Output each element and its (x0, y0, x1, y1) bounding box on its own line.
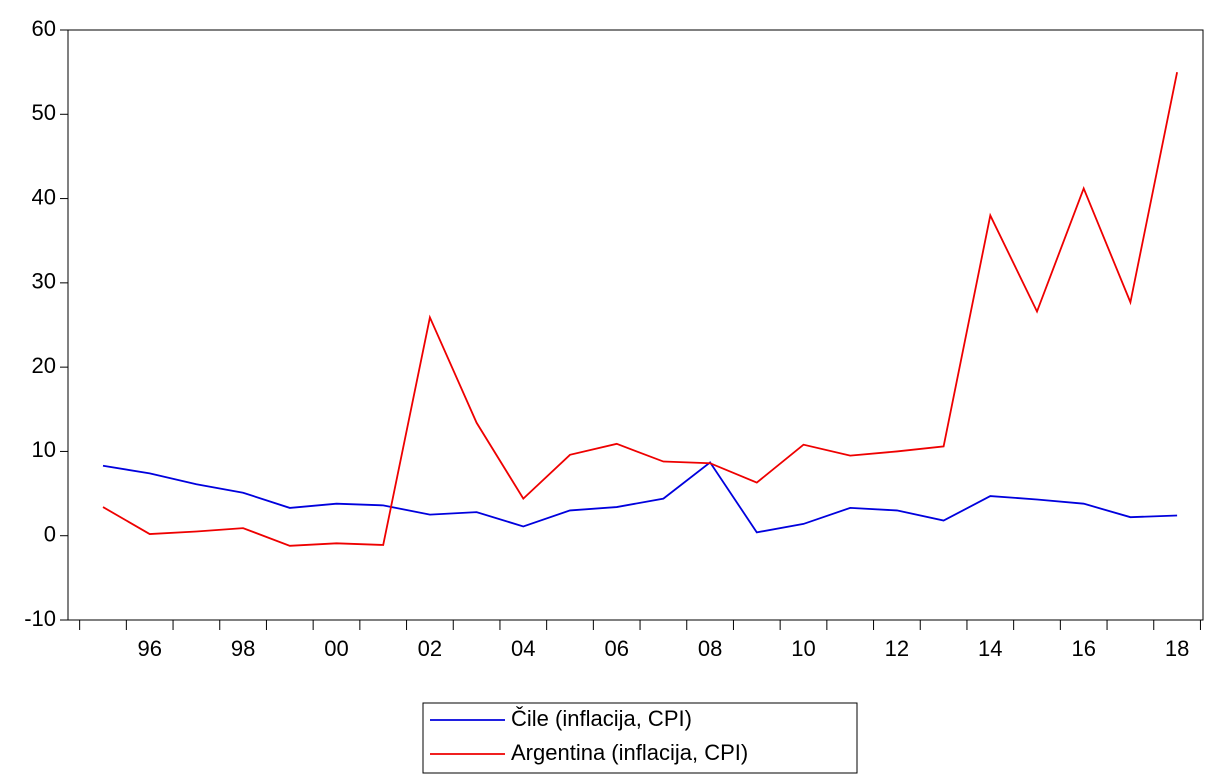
legend: Čile (inflacija, CPI) Argentina (inflacij… (422, 702, 858, 774)
y-tick-label: 30 (32, 269, 56, 294)
x-tick-label: 02 (418, 636, 442, 661)
x-tick-label: 16 (1071, 636, 1095, 661)
x-tick-label: 04 (511, 636, 535, 661)
legend-label: Argentina (inflacija, CPI) (511, 740, 748, 765)
plot-frame (67, 29, 1204, 621)
x-tick-label: 12 (885, 636, 909, 661)
y-tick-label: 40 (32, 184, 56, 209)
x-tick-label: 14 (978, 636, 1002, 661)
x-tick-label: 08 (698, 636, 722, 661)
x-tick-label: 00 (324, 636, 348, 661)
y-tick-label: 60 (32, 16, 56, 41)
x-tick-label: 18 (1165, 636, 1189, 661)
x-tick-label: 96 (137, 636, 161, 661)
legend-label: Čile (inflacija, CPI) (511, 706, 692, 731)
y-tick-label: -10 (24, 606, 56, 631)
y-tick-label: 50 (32, 100, 56, 125)
x-tick-label: 10 (791, 636, 815, 661)
legend-box (422, 702, 858, 774)
y-tick-label: 0 (44, 522, 56, 547)
series-line (102, 71, 1178, 547)
series-line (102, 461, 1178, 534)
x-tick-label: 98 (231, 636, 255, 661)
y-tick-label: 20 (32, 353, 56, 378)
x-tick-label: 06 (604, 636, 628, 661)
y-tick-label: 10 (32, 437, 56, 462)
